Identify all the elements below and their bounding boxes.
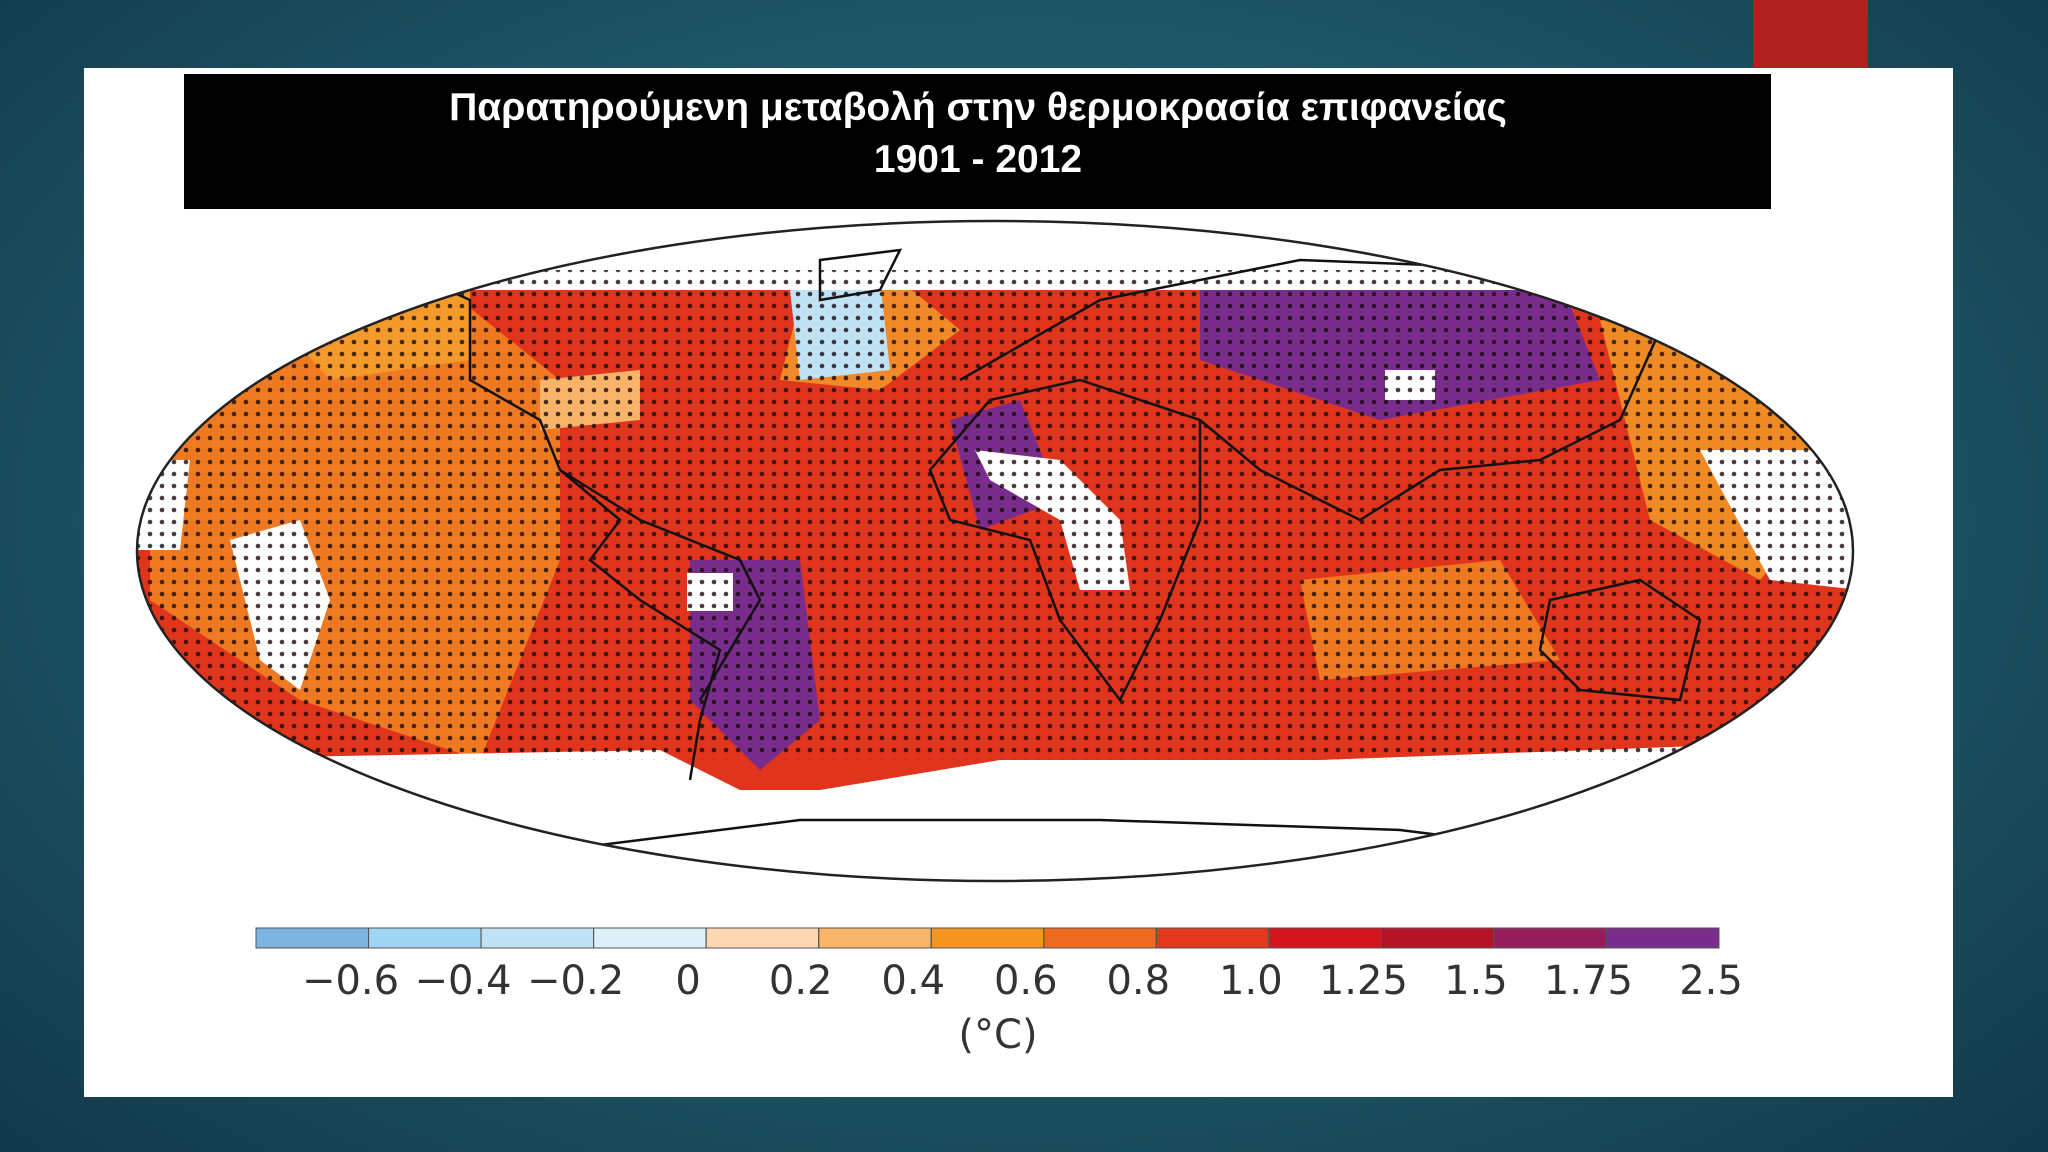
colorbar-segment bbox=[368, 927, 482, 949]
colorbar-tick-label: 1.25 bbox=[1319, 958, 1408, 1004]
map-outline bbox=[135, 219, 1855, 883]
title-line: 1901 - 2012 bbox=[874, 138, 1082, 181]
colorbar-tick-label: −0.2 bbox=[527, 958, 624, 1004]
colorbar-tick-label: 1.5 bbox=[1444, 958, 1508, 1004]
colorbar-unit: (°C) bbox=[958, 1012, 1037, 1058]
colorbar-tick-label: −0.4 bbox=[415, 958, 512, 1004]
colorbar-segment bbox=[705, 927, 820, 949]
title-line: Παρατηρούμενη μεταβολή στην θερμοκρασία … bbox=[449, 86, 1507, 129]
colorbar-tick-label: 0.8 bbox=[1106, 958, 1170, 1004]
colorbar-segment bbox=[1493, 927, 1607, 949]
colorbar-tick-label: 1.0 bbox=[1219, 958, 1283, 1004]
map bbox=[135, 219, 1855, 883]
colorbar-tick-label: 0.6 bbox=[994, 958, 1058, 1004]
colorbar-segment bbox=[1380, 927, 1495, 949]
colorbar-segment bbox=[255, 927, 370, 949]
significance-dots bbox=[137, 270, 1853, 760]
title-box bbox=[184, 74, 1771, 209]
colorbar-tick-label: −0.6 bbox=[302, 958, 399, 1004]
colorbar-segment bbox=[1605, 927, 1720, 949]
colorbar-segment bbox=[1268, 927, 1382, 949]
colorbar-tick-label: 0.2 bbox=[769, 958, 833, 1004]
colorbar-segment bbox=[593, 927, 707, 949]
colorbar-segment bbox=[818, 927, 932, 949]
colorbar-tick-label: 1.75 bbox=[1544, 958, 1633, 1004]
colorbar-segment bbox=[1043, 927, 1157, 949]
map-fill bbox=[137, 221, 1853, 881]
accent-block bbox=[1753, 0, 1868, 68]
colorbar-segment bbox=[1155, 927, 1270, 949]
colorbar-segment bbox=[480, 927, 595, 949]
colorbar: −0.6 −0.4 −0.2 0 0.2 0.4 0.6 0.8 1.0 1.25 1.5 1.75 2… bbox=[255, 927, 1743, 1004]
colorbar-segment bbox=[930, 927, 1045, 949]
coastlines bbox=[359, 248, 1702, 852]
colorbar-tick-label: 2.5 bbox=[1679, 958, 1743, 1004]
colorbar-tick-label: 0.4 bbox=[881, 958, 945, 1004]
colorbar-tick-label: 0 bbox=[675, 958, 700, 1004]
